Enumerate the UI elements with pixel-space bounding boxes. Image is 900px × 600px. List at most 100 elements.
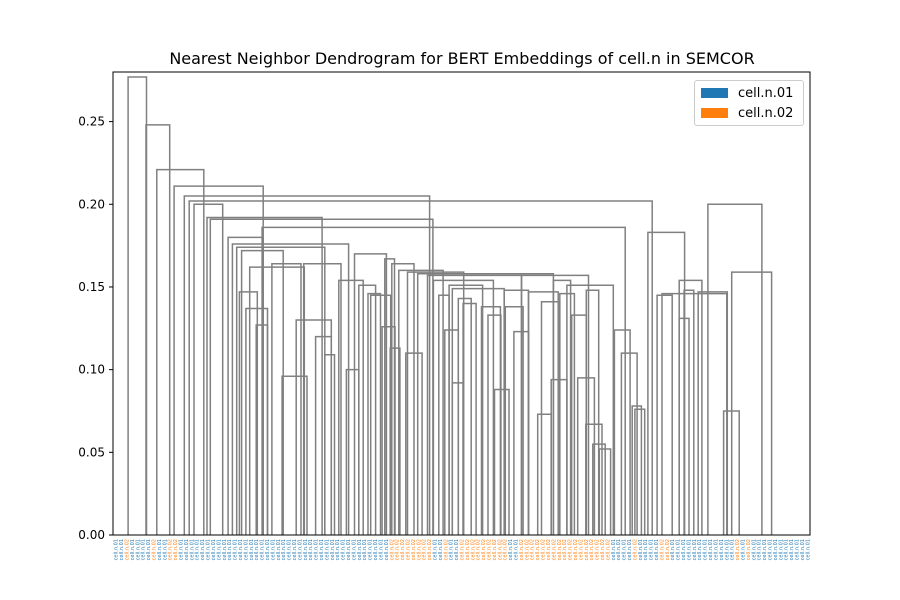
leaf-label: cell.n.02: [530, 539, 536, 560]
leaf-label: cell.n.02: [152, 539, 158, 560]
plot-frame: [112, 71, 811, 536]
dendrogram-link: [240, 249, 284, 535]
leaf-label: cell.n.01: [649, 539, 655, 560]
dendrogram-link: [156, 168, 205, 535]
leaf-label: cell.n.02: [125, 539, 131, 560]
leaf-label: cell.n.01: [314, 539, 320, 560]
legend-swatch-cell-n-02: [701, 108, 728, 118]
dendrogram-link: [183, 195, 431, 535]
leaf-label: cell.n.01: [227, 539, 233, 560]
y-tick-label: 0.20: [78, 197, 105, 211]
leaf-label: cell.n.01: [270, 539, 276, 560]
leaf-label: cell.n.01: [713, 539, 719, 560]
leaf-label: cell.n.01: [433, 539, 439, 560]
leaf-label: cell.n.02: [735, 539, 741, 560]
leaf-label: cell.n.01: [514, 539, 520, 560]
dendrogram-link: [389, 347, 401, 535]
leaf-label: cell.n.02: [465, 539, 471, 560]
dendrogram-link: [678, 317, 690, 535]
leaf-label: cell.n.02: [427, 539, 433, 560]
leaf-label: cell.n.01: [697, 539, 703, 560]
leaf-label: cell.n.02: [411, 539, 417, 560]
leaf-label: cell.n.01: [670, 539, 676, 560]
dendrogram-link: [613, 329, 631, 535]
leaf-label: cell.n.01: [795, 539, 801, 560]
leaf-label: cell.n.02: [519, 539, 525, 560]
leaf-label: cell.n.02: [524, 539, 530, 560]
dendrogram-link: [540, 301, 561, 535]
leaf-label: cell.n.01: [703, 539, 709, 560]
dendrogram-link: [634, 408, 646, 535]
leaf-label: cell.n.02: [600, 539, 606, 560]
dendrogram-link: [585, 423, 603, 535]
leaf-label: cell.n.01: [730, 539, 736, 560]
leaf-label: cell.n.01: [330, 539, 336, 560]
leaf-label: cell.n.02: [173, 539, 179, 560]
dendrogram-link: [281, 375, 308, 535]
leaf-label: cell.n.01: [319, 539, 325, 560]
dendrogram-link: [145, 124, 171, 535]
dendrogram-link: [227, 236, 264, 535]
leaf-label: cell.n.01: [265, 539, 271, 560]
leaf-label: cell.n.02: [659, 539, 665, 560]
leaf-label: cell.n.02: [400, 539, 406, 560]
dendrogram-link: [432, 279, 495, 535]
dendrogram-link: [255, 324, 269, 535]
leaf-label: cell.n.02: [568, 539, 574, 560]
leaf-label: cell.n.02: [557, 539, 563, 560]
dendrogram-link: [353, 253, 388, 535]
dendrogram-links: [127, 76, 773, 535]
leaf-label: cell.n.02: [665, 539, 671, 560]
legend-swatch-cell-n-01: [701, 88, 728, 98]
leaf-label: cell.n.01: [708, 539, 714, 560]
legend-label-cell-n-01: cell.n.01: [738, 85, 794, 101]
y-tick-label: 0.00: [78, 528, 105, 542]
leaf-label: cell.n.01: [324, 539, 330, 560]
dendrogram-link: [248, 266, 306, 535]
leaf-label: cell.n.02: [395, 539, 401, 560]
leaf-label: cell.n.02: [546, 539, 552, 560]
leaf-label: cell.n.02: [605, 539, 611, 560]
leaf-label: cell.n.01: [751, 539, 757, 560]
dendrogram-link: [592, 443, 606, 535]
leaf-label: cell.n.01: [676, 539, 682, 560]
dendrogram-link: [188, 200, 653, 535]
leaf-label: cell.n.01: [643, 539, 649, 560]
leaf-label: cell.n.02: [632, 539, 638, 560]
leaf-label: cell.n.01: [741, 539, 747, 560]
leaf-label: cell.n.01: [362, 539, 368, 560]
leaf-label: cell.n.01: [757, 539, 763, 560]
dendrogram-link: [338, 279, 364, 535]
dendrogram-link: [367, 292, 382, 535]
leaf-label: cell.n.01: [292, 539, 298, 560]
leaf-label: cell.n.01: [368, 539, 374, 560]
dendrogram-link: [457, 297, 472, 535]
leaf-label: cell.n.01: [438, 539, 444, 560]
dendrogram-link: [261, 226, 626, 535]
leaf-label: cell.n.01: [141, 539, 147, 560]
y-tick-label: 0.05: [78, 445, 105, 459]
leaf-label: cell.n.01: [454, 539, 460, 560]
leaf-label: cell.n.01: [379, 539, 385, 560]
leaf-label: cell.n.01: [341, 539, 347, 560]
leaf-label: cell.n.01: [211, 539, 217, 560]
leaf-label: cell.n.02: [406, 539, 412, 560]
leaf-label: cell.n.01: [297, 539, 303, 560]
y-tick-label: 0.10: [78, 363, 105, 377]
leaf-label: cell.n.01: [762, 539, 768, 560]
dendrogram-link: [707, 203, 763, 535]
dendrogram-link: [661, 292, 728, 535]
dendrogram-link: [271, 263, 302, 535]
leaf-label: cell.n.02: [492, 539, 498, 560]
leaf-label: cell.n.02: [578, 539, 584, 560]
leaf-label: cell.n.01: [686, 539, 692, 560]
dendrogram-link: [238, 291, 259, 535]
leaf-label: cell.n.01: [233, 539, 239, 560]
dendrogram-link: [513, 330, 530, 535]
leaf-label: cell.n.01: [184, 539, 190, 560]
leaf-label: cell.n.01: [135, 539, 141, 560]
leaf-label: cell.n.02: [595, 539, 601, 560]
x-axis-leaf-labels: cell.n.01 cell.n.01 cell.n.02 cell.n.01 cell…: [114, 539, 812, 560]
chart-title: Nearest Neighbor Dendrogram for BERT Emb…: [169, 49, 754, 68]
leaf-label: cell.n.01: [200, 539, 206, 560]
